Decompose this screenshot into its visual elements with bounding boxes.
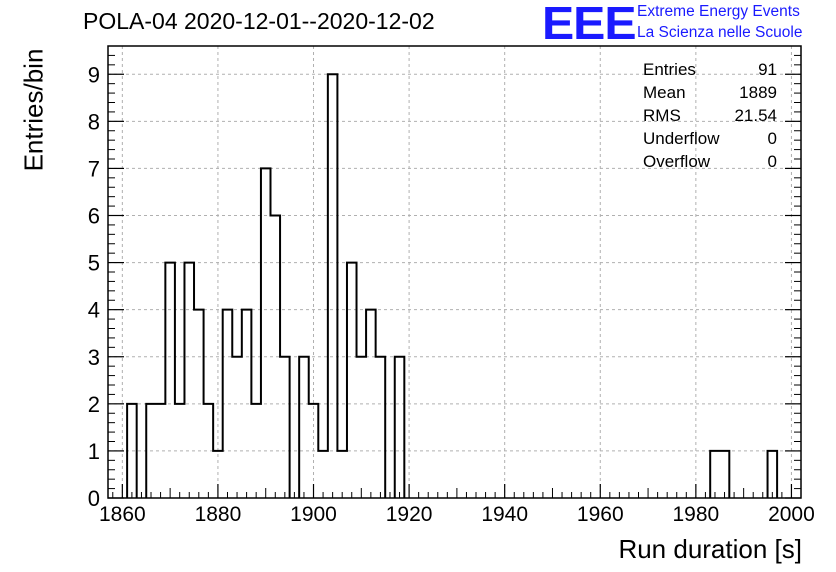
axis-tick-labels: 1860 1880 1900 1920 1940 1960 1980 2000 0 1 2 3 4 5 6 7… [88, 62, 815, 526]
histogram-bin [280, 357, 290, 498]
y-tick-label: 8 [88, 109, 100, 134]
y-tick-label: 0 [88, 486, 100, 511]
histogram-bin [204, 404, 214, 498]
y-tick-label: 9 [88, 62, 100, 87]
stat-mean-value: 1889 [739, 83, 777, 102]
x-tick-label: 1900 [290, 503, 337, 526]
histogram-bin [127, 404, 137, 498]
x-tick-label: 1960 [577, 503, 624, 526]
histogram-bin [242, 310, 252, 498]
histogram-bin [175, 404, 185, 498]
x-tick-label: 1860 [99, 503, 146, 526]
histogram-bin [165, 263, 175, 498]
histogram-bin [270, 216, 280, 499]
histogram-bin [261, 168, 271, 498]
stat-mean-label: Mean [643, 83, 686, 102]
logo-line-1: Extreme Energy Events [637, 3, 800, 20]
y-tick-label: 5 [88, 251, 100, 276]
histogram-bin [347, 263, 357, 498]
histogram-bin [299, 357, 309, 498]
histogram-bin [156, 404, 166, 498]
histogram-bin [309, 404, 319, 498]
histogram-bin [395, 357, 405, 498]
histogram-bin [357, 357, 367, 498]
x-tick-label: 1920 [386, 503, 433, 526]
histogram-bin [194, 310, 204, 498]
y-axis-label: Entries/bin [18, 48, 49, 172]
y-tick-label: 7 [88, 156, 100, 181]
histogram-bin [720, 451, 730, 498]
histogram-bin [232, 357, 242, 498]
histogram-bin [213, 451, 223, 498]
histogram-bin [146, 404, 156, 498]
stat-entries-label: Entries [643, 60, 696, 79]
stat-overflow-label: Overflow [643, 152, 711, 171]
histogram-bin [184, 263, 194, 498]
eee-logo: EEE [542, 0, 637, 49]
y-tick-label: 2 [88, 392, 100, 417]
histogram-bin [366, 310, 376, 498]
logo-line-2: La Scienza nelle Scuole [637, 24, 803, 41]
stat-underflow-label: Underflow [643, 129, 720, 148]
histogram-bin [318, 451, 328, 498]
histogram-bin [768, 451, 778, 498]
x-tick-label: 2000 [768, 503, 815, 526]
stat-entries-value: 91 [758, 60, 777, 79]
y-tick-label: 4 [88, 298, 100, 323]
histogram-bin [223, 310, 233, 498]
y-tick-label: 3 [88, 345, 100, 370]
y-tick-label: 6 [88, 204, 100, 229]
histogram-outline [126, 73, 779, 498]
plot-title: POLA-04 2020-12-01--2020-12-02 [83, 8, 435, 34]
histogram-bin [376, 357, 386, 498]
stat-rms-label: RMS [643, 106, 681, 125]
histogram-bin [251, 404, 261, 498]
histogram-bin [710, 451, 720, 498]
histogram-bin [328, 74, 338, 498]
y-tick-label: 1 [88, 439, 100, 464]
stat-overflow-value: 0 [767, 152, 777, 171]
stat-rms-value: 21.54 [734, 106, 777, 125]
x-tick-label: 1980 [672, 503, 719, 526]
x-tick-label: 1880 [195, 503, 242, 526]
stat-underflow-value: 0 [767, 129, 777, 148]
axis-ticks [108, 45, 802, 499]
x-tick-label: 1940 [481, 503, 528, 526]
x-axis-label: Run duration [s] [618, 534, 802, 564]
histogram-bin [337, 451, 347, 498]
